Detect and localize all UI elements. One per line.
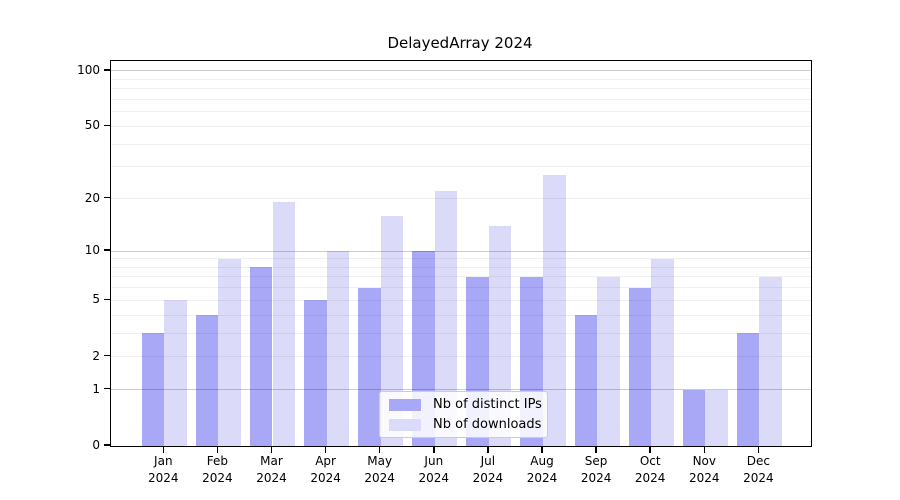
x-tick-label-apr-2024: Apr 2024 xyxy=(310,454,341,485)
y-tick-label-1: 1 xyxy=(92,381,100,396)
y-tick-label-5: 5 xyxy=(92,292,100,307)
minor-gridline-3 xyxy=(111,332,811,334)
x-tick-label-mar-2024: Mar 2024 xyxy=(256,454,287,485)
minor-gridline-2 xyxy=(111,356,811,358)
bar-downloads-apr-2024 xyxy=(326,251,350,446)
x-tick-apr-2024 xyxy=(324,446,327,453)
legend-entry-distinct-ips: Nb of distinct IPs xyxy=(389,397,542,412)
minor-gridline-60 xyxy=(111,111,811,113)
x-tick-sep-2024 xyxy=(595,446,597,453)
x-tick-label-feb-2024: Feb 2024 xyxy=(202,454,233,485)
legend-label-downloads: Nb of downloads xyxy=(433,417,542,432)
x-tick-may-2024 xyxy=(378,446,381,453)
x-tick-label-jul-2024: Jul 2024 xyxy=(472,454,504,485)
bar-downloads-feb-2024 xyxy=(218,258,241,446)
minor-gridline-20 xyxy=(111,198,811,199)
legend-swatch-downloads xyxy=(389,418,421,431)
minor-gridline-8 xyxy=(111,266,811,268)
y-tick-label-100: 100 xyxy=(77,62,100,77)
minor-gridline-50 xyxy=(111,125,811,127)
bar-downloads-nov-2024 xyxy=(705,389,728,446)
y-tick-2 xyxy=(104,354,110,357)
major-gridline-100 xyxy=(111,70,811,72)
x-tick-label-jun-2024: Jun 2024 xyxy=(418,454,450,485)
minor-gridline-6 xyxy=(111,287,811,289)
bar-downloads-mar-2024 xyxy=(272,202,296,446)
bar-downloads-jan-2024 xyxy=(164,300,187,446)
x-tick-jan-2024 xyxy=(162,446,165,453)
x-tick-aug-2024 xyxy=(541,446,543,453)
x-tick-label-oct-2024: Oct 2024 xyxy=(634,454,666,485)
minor-gridline-4 xyxy=(111,314,811,316)
bar-distinct-ips-may-2024 xyxy=(358,287,381,446)
minor-gridline-80 xyxy=(111,88,811,90)
legend: Nb of distinct IPs Nb of downloads xyxy=(379,391,548,438)
plot-area xyxy=(110,60,812,447)
x-tick-jun-2024 xyxy=(433,446,435,453)
chart-title: DelayedArray 2024 xyxy=(387,34,533,52)
minor-gridline-7 xyxy=(111,276,811,278)
bar-downloads-jun-2024 xyxy=(434,191,458,446)
bar-distinct-ips-mar-2024 xyxy=(249,267,273,446)
y-tick-1 xyxy=(104,387,110,390)
x-tick-mar-2024 xyxy=(270,446,273,453)
bar-distinct-ips-feb-2024 xyxy=(195,315,219,446)
x-tick-nov-2024 xyxy=(703,446,706,453)
x-tick-oct-2024 xyxy=(649,446,651,453)
x-tick-label-sep-2024: Sep 2024 xyxy=(580,454,612,485)
y-tick-label-10: 10 xyxy=(84,243,100,258)
legend-label-distinct-ips: Nb of distinct IPs xyxy=(433,397,542,412)
y-tick-5 xyxy=(104,298,110,301)
minor-gridline-5 xyxy=(111,299,811,301)
bar-downloads-sep-2024 xyxy=(597,276,620,446)
minor-gridline-30 xyxy=(111,166,811,168)
y-tick-label-2: 2 xyxy=(92,348,100,363)
bar-distinct-ips-oct-2024 xyxy=(628,287,652,446)
bar-downloads-oct-2024 xyxy=(651,258,674,446)
minor-gridline-90 xyxy=(111,78,811,80)
y-tick-100 xyxy=(104,69,110,71)
x-tick-label-nov-2024: Nov 2024 xyxy=(689,454,720,485)
x-tick-jul-2024 xyxy=(487,446,489,453)
bar-distinct-ips-jan-2024 xyxy=(141,333,165,446)
bar-downloads-may-2024 xyxy=(380,215,404,446)
x-tick-feb-2024 xyxy=(216,446,219,453)
bar-downloads-jul-2024 xyxy=(488,225,512,446)
y-tick-10 xyxy=(104,249,110,251)
x-tick-label-jan-2024: Jan 2024 xyxy=(148,454,179,485)
major-gridline-1 xyxy=(111,389,811,391)
bar-distinct-ips-sep-2024 xyxy=(574,315,598,446)
minor-gridline-40 xyxy=(111,143,811,145)
bar-distinct-ips-nov-2024 xyxy=(682,389,706,446)
y-tick-20 xyxy=(104,196,110,199)
legend-entry-downloads: Nb of downloads xyxy=(389,417,542,432)
bar-distinct-ips-dec-2024 xyxy=(736,333,760,446)
legend-swatch-distinct-ips xyxy=(389,398,421,411)
x-tick-label-aug-2024: Aug 2024 xyxy=(526,454,558,485)
bar-downloads-dec-2024 xyxy=(759,276,782,446)
y-tick-50 xyxy=(104,124,110,127)
minor-gridline-9 xyxy=(111,258,811,260)
x-tick-label-may-2024: May 2024 xyxy=(364,454,395,485)
bar-distinct-ips-apr-2024 xyxy=(304,300,327,446)
y-tick-label-50: 50 xyxy=(84,118,100,133)
minor-gridline-70 xyxy=(111,98,811,100)
bar-downloads-aug-2024 xyxy=(543,175,566,446)
x-tick-dec-2024 xyxy=(757,446,760,453)
major-gridline-10 xyxy=(111,250,811,252)
x-tick-label-dec-2024: Dec 2024 xyxy=(743,454,774,485)
y-tick-label-0: 0 xyxy=(92,438,100,452)
y-tick-0 xyxy=(104,444,110,446)
y-tick-label-20: 20 xyxy=(84,190,100,205)
